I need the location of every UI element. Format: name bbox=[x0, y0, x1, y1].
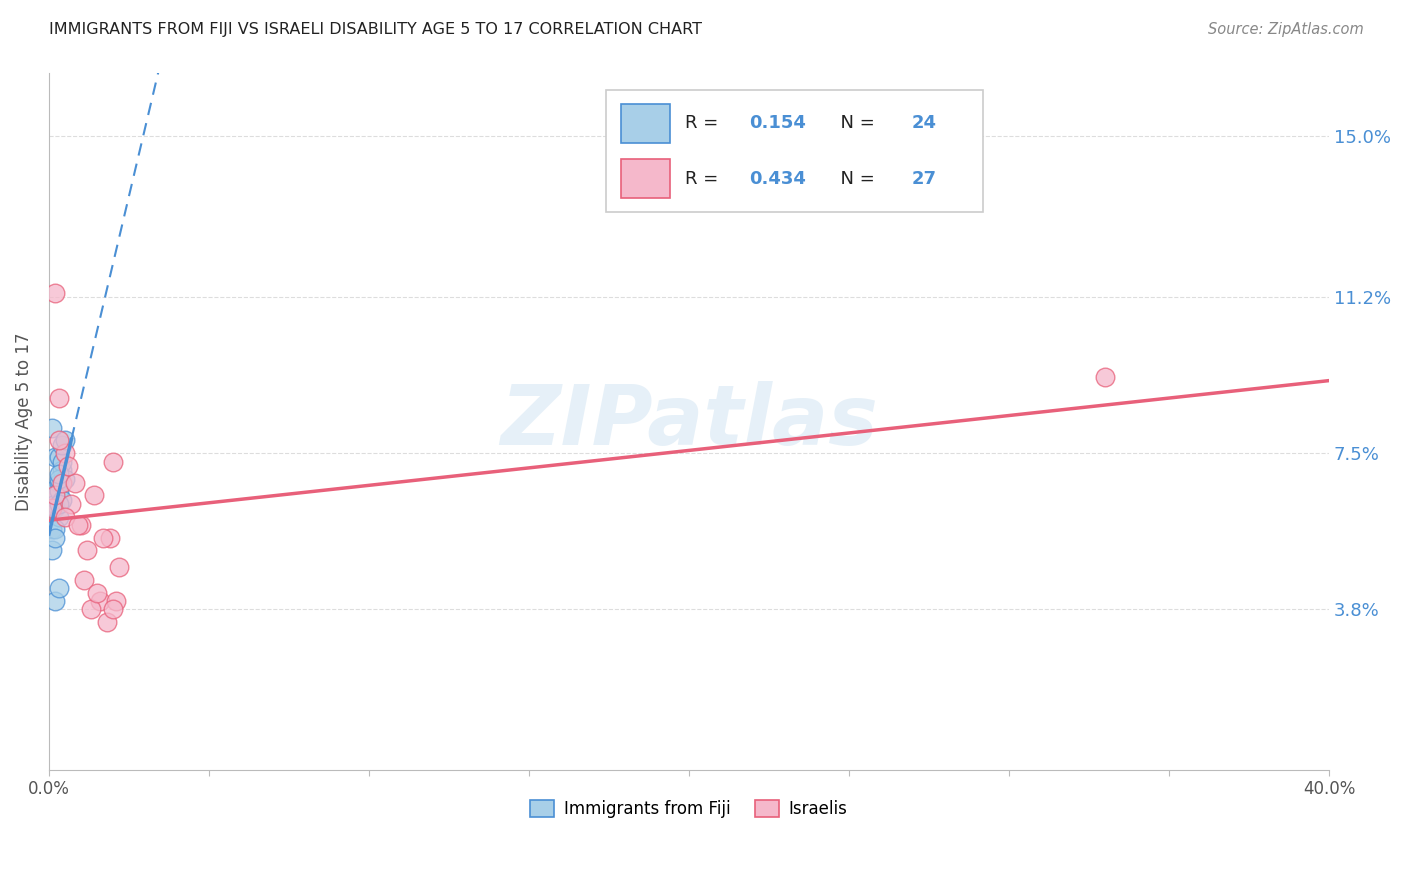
Point bbox=[48, 467, 70, 482]
Point bbox=[76, 543, 98, 558]
Point bbox=[53, 509, 76, 524]
Point bbox=[63, 475, 86, 490]
Point bbox=[51, 475, 73, 490]
Point bbox=[48, 509, 70, 524]
Point bbox=[48, 582, 70, 596]
Point bbox=[44, 450, 66, 465]
Point bbox=[73, 573, 96, 587]
Point bbox=[101, 602, 124, 616]
Point bbox=[53, 434, 76, 448]
Point bbox=[48, 391, 70, 405]
Point bbox=[41, 501, 63, 516]
Point bbox=[53, 471, 76, 485]
Point bbox=[86, 585, 108, 599]
Point bbox=[44, 522, 66, 536]
Point bbox=[44, 531, 66, 545]
Point bbox=[51, 492, 73, 507]
Point bbox=[98, 531, 121, 545]
Point bbox=[83, 488, 105, 502]
Point bbox=[51, 438, 73, 452]
Point bbox=[48, 475, 70, 490]
Y-axis label: Disability Age 5 to 17: Disability Age 5 to 17 bbox=[15, 332, 32, 511]
Text: IMMIGRANTS FROM FIJI VS ISRAELI DISABILITY AGE 5 TO 17 CORRELATION CHART: IMMIGRANTS FROM FIJI VS ISRAELI DISABILI… bbox=[49, 22, 702, 37]
Point bbox=[48, 484, 70, 499]
Point bbox=[48, 497, 70, 511]
Point bbox=[51, 463, 73, 477]
Point bbox=[93, 531, 115, 545]
Point bbox=[51, 455, 73, 469]
Point bbox=[44, 594, 66, 608]
Point bbox=[41, 522, 63, 536]
Point bbox=[41, 421, 63, 435]
Text: Source: ZipAtlas.com: Source: ZipAtlas.com bbox=[1208, 22, 1364, 37]
Point bbox=[44, 285, 66, 300]
Point bbox=[70, 518, 93, 533]
Point bbox=[105, 594, 128, 608]
Point bbox=[48, 471, 70, 485]
Point bbox=[66, 518, 89, 533]
Point bbox=[101, 455, 124, 469]
Point bbox=[48, 434, 70, 448]
Point bbox=[41, 543, 63, 558]
Point bbox=[44, 497, 66, 511]
Point bbox=[96, 615, 118, 629]
Point bbox=[60, 497, 83, 511]
Point bbox=[108, 560, 131, 574]
Point bbox=[1094, 370, 1116, 384]
Point bbox=[79, 602, 101, 616]
Point bbox=[89, 594, 111, 608]
Point bbox=[56, 458, 79, 473]
Point bbox=[53, 446, 76, 460]
Legend: Immigrants from Fiji, Israelis: Immigrants from Fiji, Israelis bbox=[524, 793, 855, 824]
Point bbox=[41, 484, 63, 499]
Point bbox=[48, 450, 70, 465]
Text: ZIPatlas: ZIPatlas bbox=[501, 381, 877, 462]
Point bbox=[44, 488, 66, 502]
Point bbox=[44, 501, 66, 516]
